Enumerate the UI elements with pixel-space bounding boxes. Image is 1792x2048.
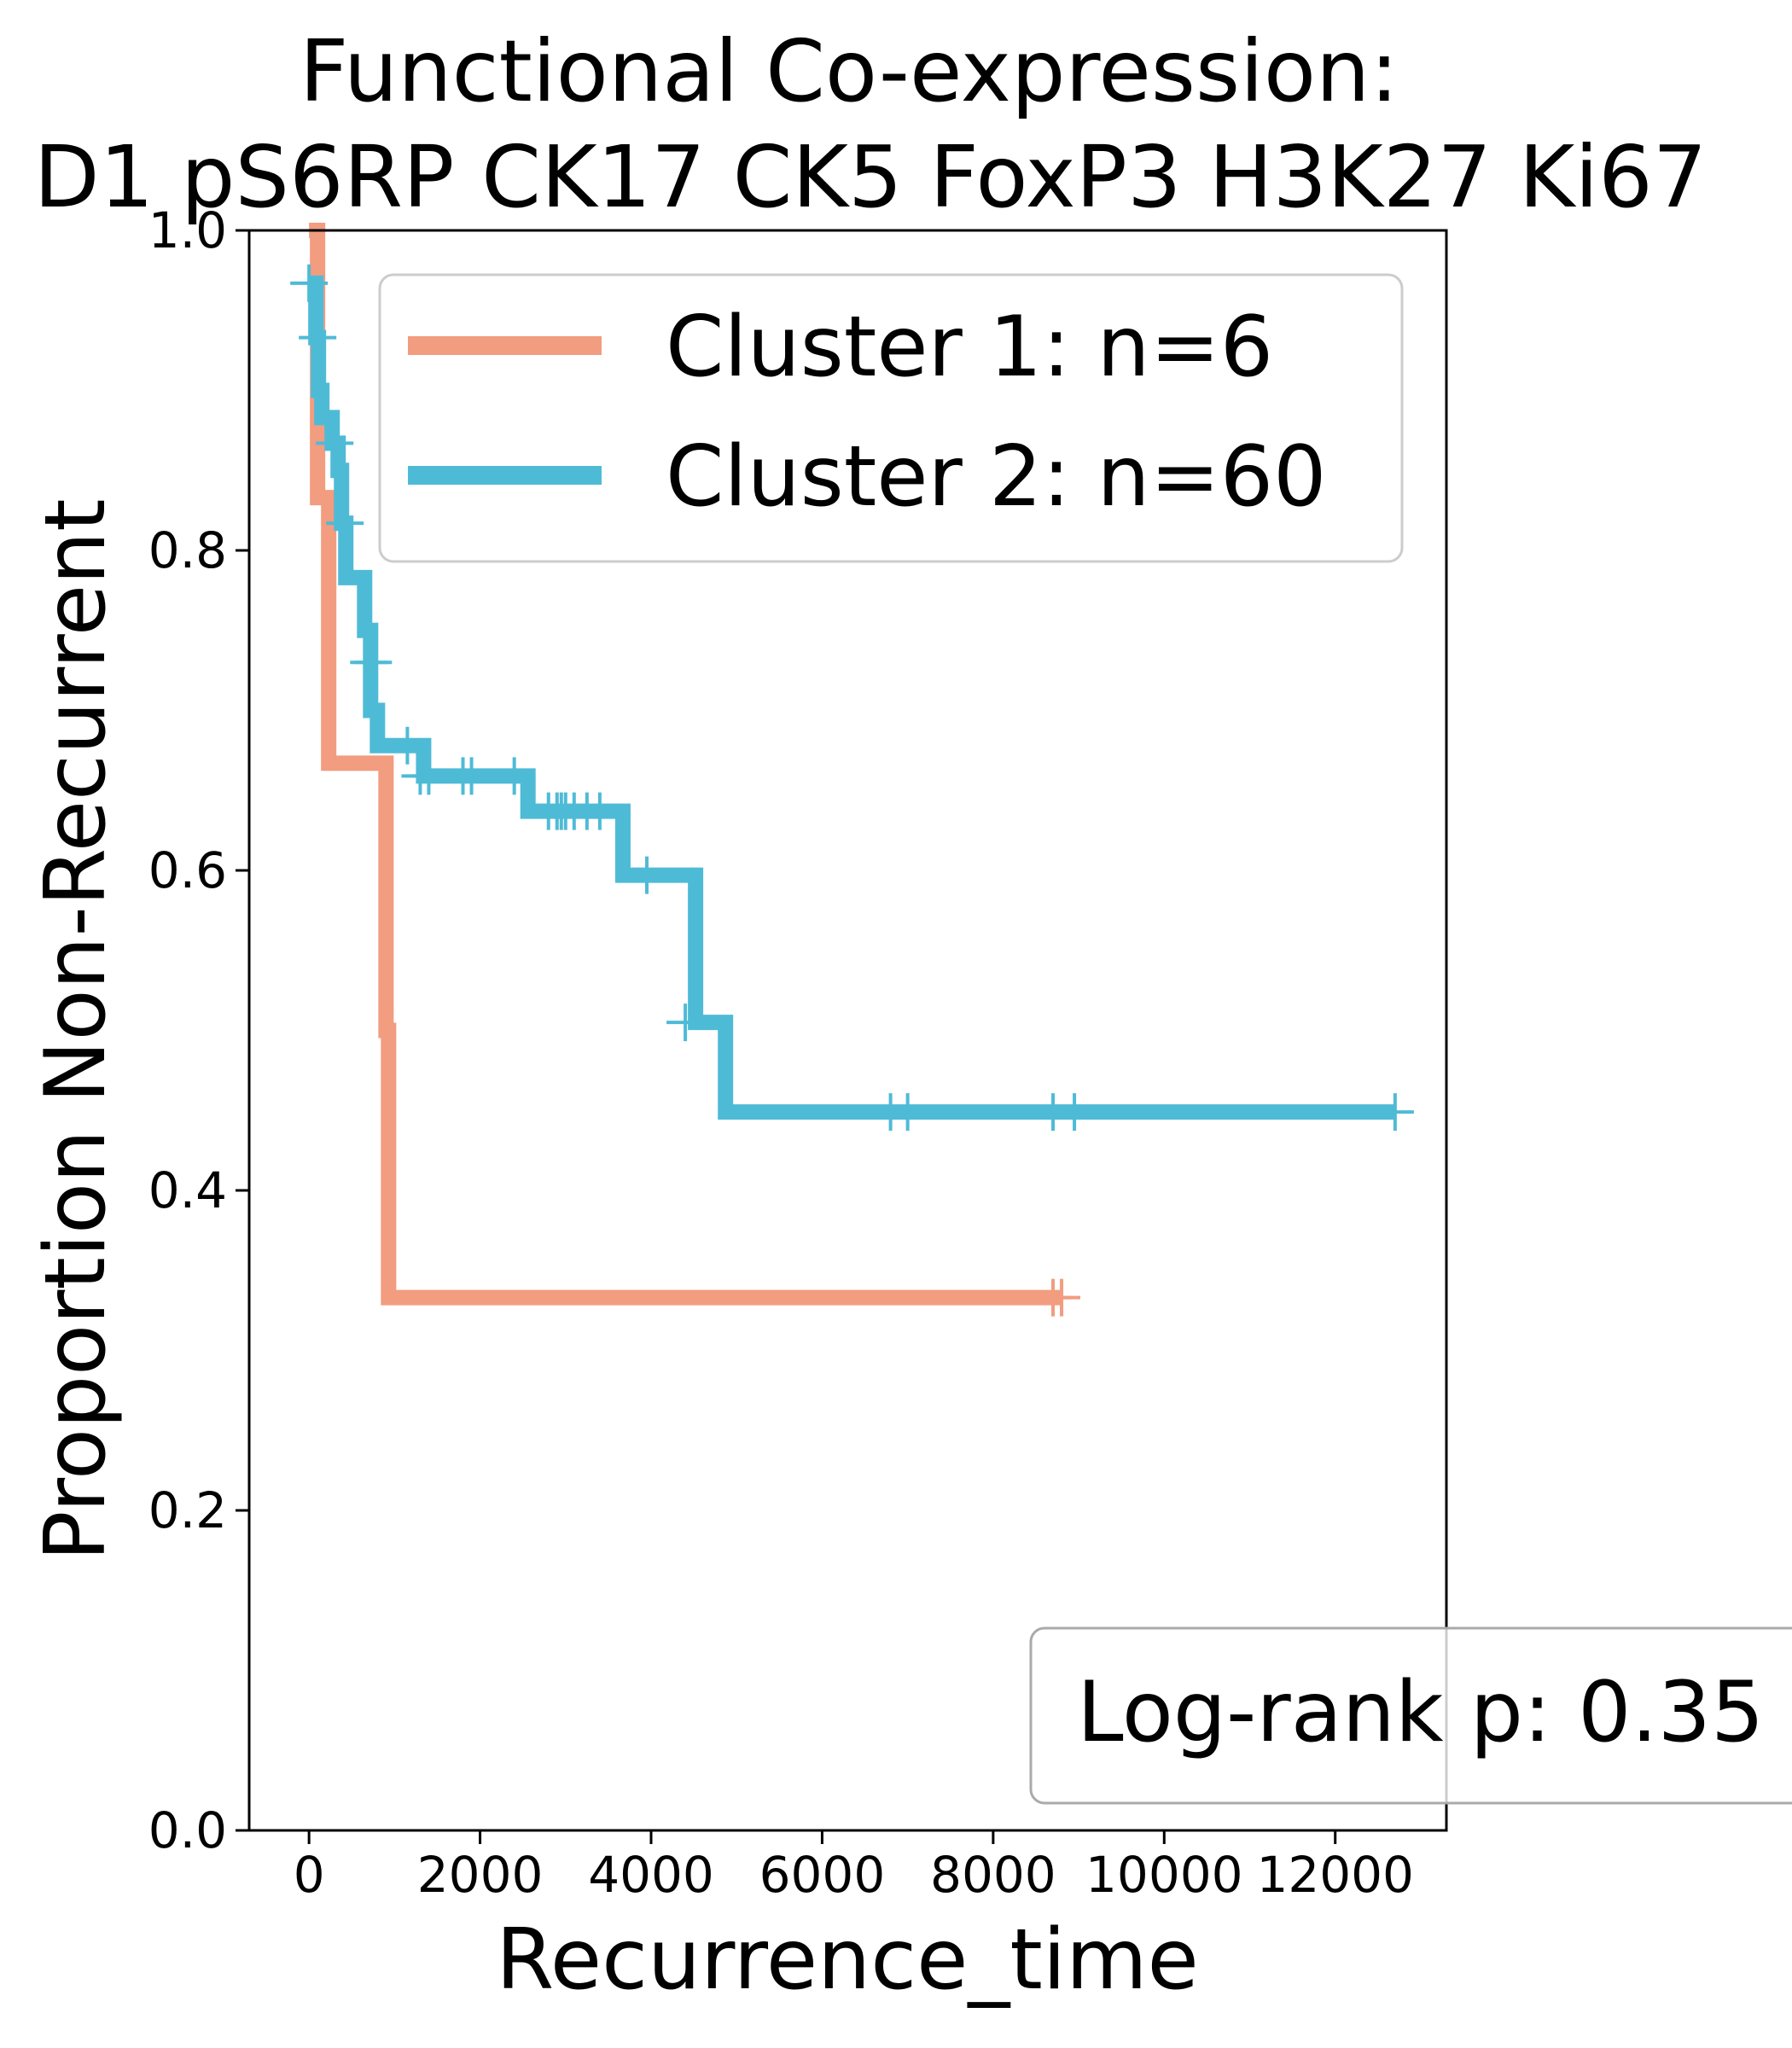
censor-mark [580, 792, 619, 830]
y-tick-label: 1.0 [148, 201, 227, 259]
censor-mark [1043, 1278, 1081, 1317]
legend: Cluster 1: n=6 Cluster 2: n=60 [378, 273, 1404, 563]
annotation-box [1029, 1626, 1792, 1805]
plot-frame [247, 229, 1448, 1832]
chart-title-line1: Functional Co-expression: [300, 21, 1399, 121]
x-axis-label: Recurrence_time [496, 1911, 1199, 2009]
x-tick-label: 0 [294, 1846, 325, 1904]
logrank-annotation: Log-rank p: 0.35 [1029, 1626, 1792, 1805]
plot-area [290, 223, 1414, 1317]
y-tick-label: 0.6 [148, 841, 227, 899]
y-tick-label: 0.0 [148, 1801, 227, 1859]
censor-mark [316, 424, 354, 463]
x-tick-label: 12000 [1256, 1846, 1414, 1904]
censor-mark [452, 757, 491, 795]
censor-mark [1056, 1093, 1094, 1132]
annotation-text: Log-rank p: 0.35 [1077, 1664, 1764, 1761]
legend-box [378, 273, 1404, 563]
censor-mark [299, 318, 337, 357]
x-tick-label: 6000 [759, 1846, 886, 1904]
censor-mark [410, 757, 448, 795]
y-tick-label: 0.8 [148, 521, 227, 579]
chart-title-line2: D1 pS6RP CK17 CK5 FoxP3 H3K27 Ki67 [34, 127, 1708, 227]
axis-ticks: 0 2000 4000 6000 8000 10000 12000 0.0 0.2 0.4 0.6 0… [148, 201, 1414, 1904]
censor-mark [1376, 1093, 1414, 1132]
x-tick-label: 4000 [588, 1846, 714, 1904]
censor-mark [888, 1093, 927, 1132]
y-axis-label: Proportion Non-Recurrent [27, 498, 125, 1561]
censor-mark [627, 856, 666, 894]
legend-label-cluster-2: Cluster 2: n=60 [666, 428, 1326, 526]
censor-mark [495, 757, 533, 795]
x-tick-label: 2000 [417, 1846, 544, 1904]
censor-mark [666, 1004, 705, 1042]
censor-mark [326, 504, 364, 543]
censor-mark [290, 264, 329, 302]
y-tick-label: 0.2 [148, 1481, 227, 1539]
y-tick-label: 0.4 [148, 1161, 227, 1219]
km-curve-cluster-2 [308, 275, 1395, 1120]
x-tick-label: 8000 [930, 1846, 1056, 1904]
legend-label-cluster-1: Cluster 1: n=6 [666, 299, 1273, 396]
censor-mark [388, 726, 427, 765]
censor-mark [354, 643, 393, 682]
x-tick-label: 10000 [1085, 1846, 1243, 1904]
